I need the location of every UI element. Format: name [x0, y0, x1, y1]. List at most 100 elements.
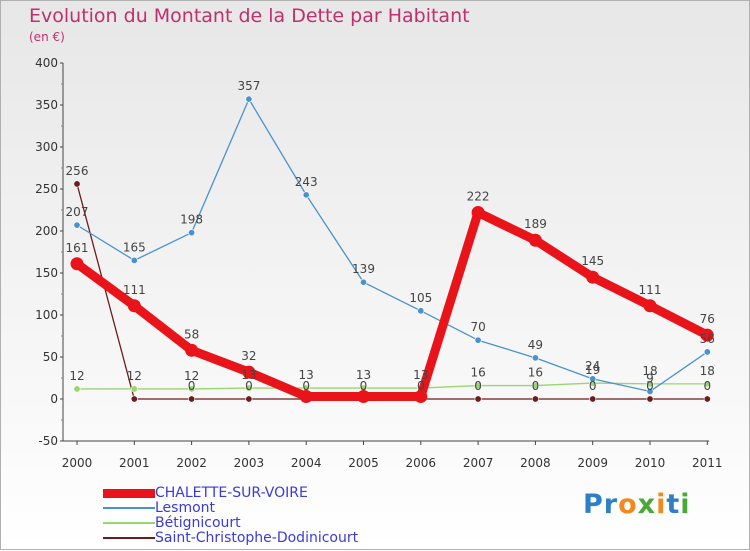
y-tick-label: 0 [50, 392, 58, 406]
legend-label: Lesmont [155, 500, 216, 516]
data-label: 12 [69, 369, 84, 383]
data-label: 207 [66, 205, 89, 219]
y-tick-label: 150 [35, 266, 58, 280]
data-point [73, 180, 81, 188]
y-tick-label: 50 [43, 350, 58, 364]
y-tick-label: 400 [35, 56, 58, 70]
data-label: 0 [302, 379, 310, 393]
data-point [245, 395, 253, 403]
data-point [185, 343, 199, 357]
x-tick-label: 2002 [176, 456, 207, 470]
data-point [700, 328, 714, 342]
data-label: 243 [295, 175, 318, 189]
data-point [703, 380, 711, 388]
legend-label: CHALETTE-SUR-VOIRE [155, 485, 308, 501]
data-label: 13 [356, 368, 371, 382]
data-label: 165 [123, 240, 146, 254]
data-label: 0 [417, 379, 425, 393]
data-label: 9 [646, 371, 654, 385]
data-label: 222 [467, 190, 490, 204]
data-point [531, 395, 539, 403]
data-point [646, 387, 654, 395]
y-tick-label: 300 [35, 140, 58, 154]
y-tick-label: -50 [38, 434, 58, 448]
x-tick-label: 2000 [62, 456, 93, 470]
data-point [130, 256, 138, 264]
x-tick-label: 2010 [635, 456, 666, 470]
series-line [77, 382, 708, 390]
x-tick-label: 2004 [291, 456, 322, 470]
data-label: 18 [700, 364, 715, 378]
data-label: 32 [241, 349, 256, 363]
data-point [127, 299, 141, 313]
data-point [188, 385, 196, 393]
data-label: 49 [528, 338, 543, 352]
legend-swatch [103, 507, 155, 509]
data-point [474, 395, 482, 403]
data-label: 13 [299, 368, 314, 382]
data-point [299, 389, 313, 403]
data-point [589, 395, 597, 403]
legend-swatch [103, 488, 155, 498]
data-point [302, 191, 310, 199]
data-label: 0 [188, 379, 196, 393]
legend-label: Saint-Christophe-Dodinicourt [155, 530, 359, 546]
data-point [242, 365, 256, 379]
data-label: 16 [528, 366, 543, 380]
data-point [471, 206, 485, 220]
data-label: 58 [184, 327, 199, 341]
data-point [646, 380, 654, 388]
data-label: 198 [180, 213, 203, 227]
data-label: 161 [66, 241, 89, 255]
x-tick-label: 2006 [406, 456, 437, 470]
data-point [73, 385, 81, 393]
x-tick-label: 2003 [234, 456, 265, 470]
series-Lesmont [73, 95, 711, 395]
data-point [474, 336, 482, 344]
chart-subtitle: (en €) [29, 30, 65, 44]
data-label: 12 [184, 369, 199, 383]
axes: -50 0 50 100 150 200 250 300 350 400 2000 2001 2002 2… [35, 56, 722, 470]
data-point [70, 257, 84, 271]
y-tick-label: 100 [35, 308, 58, 322]
data-label: 357 [237, 79, 260, 93]
data-label: 18 [642, 364, 657, 378]
series-layer [70, 95, 714, 403]
legend-swatch [103, 537, 155, 539]
data-label: 0 [646, 379, 654, 393]
data-label: 70 [470, 320, 485, 334]
data-point [245, 95, 253, 103]
data-point [357, 389, 370, 403]
data-label: 0 [245, 379, 253, 393]
data-label: 76 [700, 312, 715, 326]
data-label: 256 [66, 164, 89, 178]
data-point [643, 299, 657, 313]
series-line [74, 208, 710, 401]
data-point [130, 395, 138, 403]
y-tick-label: 200 [35, 224, 58, 238]
data-point [417, 307, 425, 315]
series-line [76, 98, 708, 393]
series-CHALETTE-SUR-VOIRE [70, 206, 714, 403]
data-label: 13 [413, 368, 428, 382]
data-point [528, 233, 542, 247]
data-point [531, 382, 539, 390]
data-label: 13 [241, 368, 256, 382]
data-label: 0 [703, 379, 711, 393]
data-label: 145 [581, 254, 604, 268]
chart-title: Evolution du Montant de la Dette par Hab… [29, 5, 470, 27]
data-label: 189 [524, 217, 547, 231]
data-point [703, 348, 711, 356]
x-tick-label: 2009 [577, 456, 608, 470]
proxiti-logo: Proxiti [583, 489, 691, 520]
data-point [245, 384, 253, 392]
x-tick-label: 2007 [463, 456, 494, 470]
data-point [589, 375, 597, 383]
legend-swatch [103, 522, 155, 524]
data-point [359, 278, 367, 286]
data-label: 105 [409, 291, 432, 305]
data-label: 0 [532, 379, 540, 393]
